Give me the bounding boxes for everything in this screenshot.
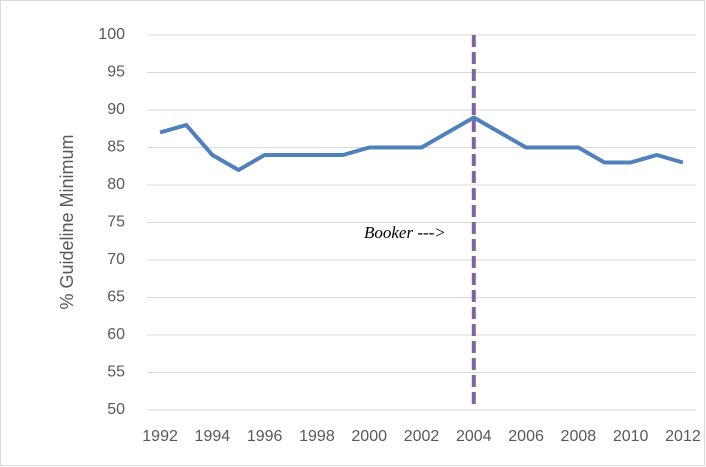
x-tick-label: 2012 <box>665 428 701 445</box>
annotation: Booker ---> <box>364 223 446 242</box>
y-tick-label: 90 <box>107 101 125 118</box>
x-tick-label: 1998 <box>299 428 335 445</box>
y-tick-label: 100 <box>98 26 125 43</box>
x-tick-label: 1992 <box>142 428 178 445</box>
y-tick-label: 55 <box>107 364 125 381</box>
x-tick-label: 1996 <box>247 428 283 445</box>
y-tick-label: 85 <box>107 139 125 156</box>
x-tick-label: 2004 <box>456 428 492 445</box>
y-tick-label: 95 <box>107 64 125 81</box>
y-tick-label: 75 <box>107 214 125 231</box>
x-tick-label: 2002 <box>404 428 440 445</box>
y-tick-label: 60 <box>107 326 125 343</box>
x-tick-label: 2008 <box>561 428 597 445</box>
y-tick-label: 50 <box>107 401 125 418</box>
y-axis-label: % Guideline Minimum <box>57 134 77 309</box>
series-line <box>159 115 684 172</box>
x-tick-label: 1994 <box>195 428 231 445</box>
y-tick-label: 70 <box>107 251 125 268</box>
y-tick-label: 65 <box>107 289 125 306</box>
y-tick-label: 80 <box>107 176 125 193</box>
x-tick-label: 2000 <box>351 428 387 445</box>
x-tick-label: 2010 <box>613 428 649 445</box>
x-tick-label: 2006 <box>508 428 544 445</box>
